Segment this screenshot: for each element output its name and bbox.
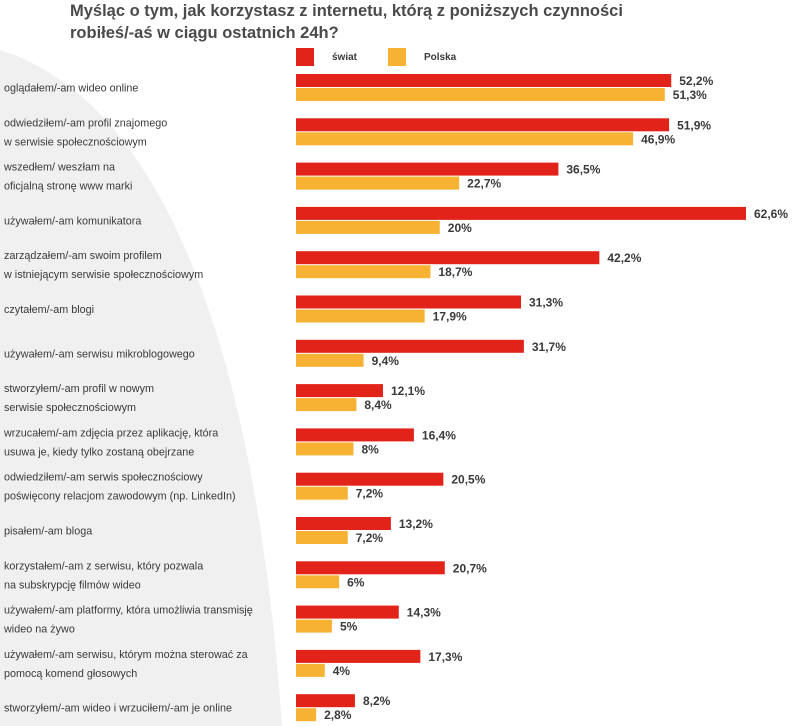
category-label-3-line-1: używałem/-am komunikatora (4, 215, 141, 227)
category-label-11-line-2: na subskrypcję filmów wideo (4, 579, 141, 591)
chart-title-line-2: robiłeś/-aś w ciągu ostatnich 24h? (70, 24, 339, 42)
value-label-swiat-12: 14,3% (407, 606, 441, 620)
value-label-polska-5: 17,9% (433, 310, 467, 324)
value-label-polska-10: 7,2% (356, 531, 384, 545)
legend-label-swiat: świat (332, 51, 358, 63)
bar-polska-13 (296, 663, 325, 677)
legend-item-swiat: świat (296, 48, 357, 66)
bar-swiat-8 (296, 428, 414, 442)
value-label-swiat-0: 52,2% (679, 74, 713, 88)
value-label-polska-2: 22,7% (467, 177, 501, 191)
value-label-swiat-3: 62,6% (754, 207, 788, 221)
value-label-swiat-2: 36,5% (566, 163, 600, 177)
value-label-swiat-11: 20,7% (453, 561, 487, 575)
bar-polska-2 (296, 176, 460, 190)
bar-polska-1 (296, 132, 634, 146)
chart-title: Myśląc o tym, jak korzystasz z internetu… (70, 0, 770, 44)
bar-polska-7 (296, 398, 357, 412)
bar-swiat-1 (296, 118, 670, 132)
category-label-8-line-1: wrzucałem/-am zdjęcia przez aplikację, k… (3, 427, 218, 439)
value-label-swiat-13: 17,3% (428, 650, 462, 664)
bar-swiat-6 (296, 339, 524, 353)
value-label-polska-12: 5% (340, 620, 358, 634)
value-label-polska-3: 20% (448, 221, 472, 235)
category-label-13-line-2: pomocą komend głosowych (4, 668, 137, 680)
bar-swiat-9 (296, 472, 444, 486)
bar-polska-14 (296, 708, 317, 722)
bar-swiat-7 (296, 384, 383, 398)
value-label-swiat-8: 16,4% (422, 428, 456, 442)
bar-polska-12 (296, 619, 332, 633)
category-label-12-line-2: wideo na żywo (3, 624, 75, 636)
category-label-10-line-1: pisałem/-am bloga (4, 526, 92, 538)
bar-polska-9 (296, 486, 348, 500)
category-label-8-line-2: usuwa je, kiedy tylko zostaną obejrzane (4, 446, 194, 458)
bar-polska-8 (296, 442, 354, 456)
chart-title-line-1: Myśląc o tym, jak korzystasz z internetu… (70, 2, 623, 20)
value-label-polska-8: 8% (362, 442, 380, 456)
value-label-polska-1: 46,9% (641, 132, 675, 146)
category-label-2-line-1: wszedłem/ weszłam na (3, 162, 115, 174)
value-label-swiat-4: 42,2% (607, 251, 641, 265)
value-label-polska-7: 8,4% (364, 398, 392, 412)
bar-swiat-4 (296, 251, 600, 265)
value-label-swiat-5: 31,3% (529, 296, 563, 310)
bar-polska-4 (296, 265, 431, 279)
bar-polska-0 (296, 88, 665, 101)
category-label-9-line-2: poświęcony relacjom zawodowym (np. Linke… (4, 491, 236, 503)
bar-swiat-0 (296, 74, 672, 87)
value-label-swiat-14: 8,2% (363, 694, 391, 708)
value-label-swiat-7: 12,1% (391, 384, 425, 398)
category-label-7-line-2: serwisie społecznościowym (4, 402, 136, 414)
bar-polska-5 (296, 309, 425, 323)
value-label-swiat-10: 13,2% (399, 517, 433, 531)
value-label-swiat-6: 31,7% (532, 340, 566, 354)
bar-swiat-14 (296, 694, 355, 708)
value-label-polska-13: 4% (333, 664, 351, 678)
bar-polska-10 (296, 531, 348, 544)
bar-swiat-2 (296, 162, 559, 176)
value-label-polska-9: 7,2% (356, 487, 384, 501)
bar-polska-6 (296, 353, 364, 367)
category-label-0-line-1: oglądałem/-am wideo online (4, 83, 138, 95)
value-label-swiat-9: 20,5% (451, 473, 485, 487)
bar-swiat-10 (296, 517, 391, 530)
legend-swatch-polska (388, 48, 406, 66)
category-label-2-line-2: oficjalną stronę www marki (4, 181, 132, 193)
category-label-4-line-1: zarządzałem/-am swoim profilem (4, 250, 162, 262)
value-label-polska-11: 6% (347, 575, 365, 589)
bar-swiat-12 (296, 605, 399, 619)
category-label-1-line-1: odwiedziłem/-am profil znajomego (4, 117, 167, 129)
bar-polska-3 (296, 220, 440, 234)
value-label-polska-4: 18,7% (438, 265, 472, 279)
bar-swiat-13 (296, 649, 421, 663)
bar-swiat-3 (296, 206, 746, 220)
legend-swatch-swiat (296, 48, 314, 66)
bar-swiat-11 (296, 561, 445, 575)
category-label-12-line-1: używałem/-am platformy, która umożliwia … (4, 605, 253, 617)
legend-label-polska: Polska (424, 51, 457, 63)
category-label-7-line-1: stworzyłem/-am profil w nowym (4, 383, 154, 395)
category-label-1-line-2: w serwisie społecznościowym (3, 136, 147, 148)
value-label-polska-6: 9,4% (372, 354, 400, 368)
value-label-polska-0: 51,3% (673, 88, 707, 102)
legend-item-polska: Polska (388, 48, 456, 66)
category-label-13-line-1: używałem/-am serwisu, którym można stero… (4, 649, 248, 661)
bar-swiat-5 (296, 295, 521, 309)
bar-polska-11 (296, 575, 340, 589)
category-label-4-line-2: w istniejącym serwisie społecznościowym (3, 269, 203, 281)
category-label-5-line-1: czytałem/-am blogi (4, 304, 94, 316)
value-label-swiat-1: 51,9% (677, 118, 711, 132)
category-label-9-line-1: odwiedziłem/-am serwis społecznościowy (4, 472, 203, 484)
category-label-14-line-1: stworzyłem/-am wideo i wrzuciłem/-am je … (4, 703, 232, 715)
category-label-6-line-1: używałem/-am serwisu mikroblogowego (4, 348, 195, 360)
value-label-polska-14: 2,8% (324, 708, 352, 722)
category-label-11-line-1: korzystałem/-am z serwisu, który pozwala (4, 560, 203, 572)
